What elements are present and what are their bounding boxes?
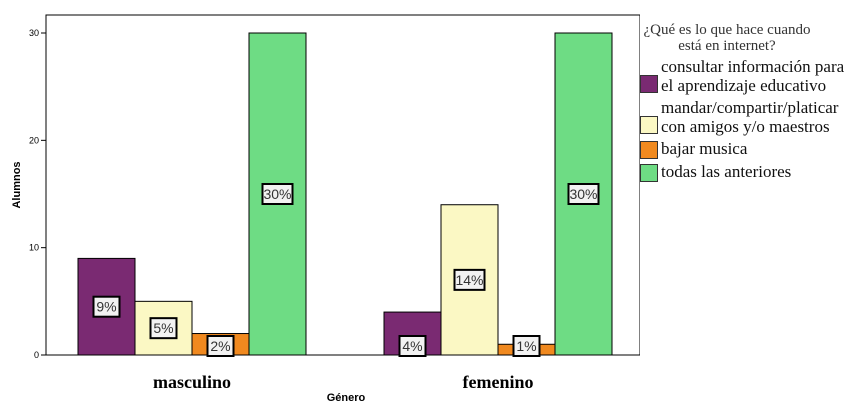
y-tick-label: 10 bbox=[29, 243, 39, 253]
data-label-box bbox=[567, 183, 600, 205]
chart-area: 0 10 20 30 9% 5% 2% 30% 4% 14% 1% 30% masculino fem… bbox=[11, 14, 640, 403]
y-axis-label: Alumnos bbox=[11, 161, 23, 208]
x-tick-label: masculino bbox=[153, 372, 231, 392]
data-label-box bbox=[206, 335, 235, 357]
legend-swatch bbox=[640, 116, 658, 134]
legend-label: consultar información para el aprendizaj… bbox=[661, 57, 845, 95]
data-label: 9% bbox=[96, 299, 116, 315]
legend: ¿Qué es lo que hace cuando está en inter… bbox=[640, 22, 845, 182]
data-label-box bbox=[149, 317, 178, 340]
x-axis-label: Género bbox=[327, 392, 366, 403]
x-axis: masculino femenino bbox=[153, 372, 534, 392]
legend-label: mandar/compartir/platicar con amigos y/o… bbox=[661, 98, 839, 136]
legend-item-mandar: mandar/compartir/platicar con amigos y/o… bbox=[640, 98, 845, 136]
legend-item-todas: todas las anteriores bbox=[640, 162, 845, 182]
legend-title: ¿Qué es lo que hace cuando está en inter… bbox=[643, 22, 811, 54]
data-labels: 9% 5% 2% 30% 4% 14% 1% 30% bbox=[92, 183, 600, 357]
data-label: 2% bbox=[210, 338, 230, 354]
data-label: 1% bbox=[516, 338, 536, 354]
y-axis: 0 10 20 30 bbox=[29, 28, 46, 360]
y-tick-label: 0 bbox=[34, 350, 39, 360]
data-label-box bbox=[398, 335, 427, 357]
data-label: 5% bbox=[153, 320, 173, 336]
data-label: 4% bbox=[402, 338, 422, 354]
plot-frame bbox=[45, 14, 640, 356]
data-label-box bbox=[453, 268, 486, 291]
legend-swatch bbox=[640, 75, 658, 93]
data-label: 30% bbox=[263, 186, 291, 202]
y-tick-label: 30 bbox=[29, 28, 39, 38]
data-label: 14% bbox=[455, 272, 483, 288]
legend-label: bajar musica bbox=[661, 139, 748, 158]
data-label: 30% bbox=[569, 186, 597, 202]
y-tick-label: 20 bbox=[29, 135, 39, 145]
data-label-box bbox=[261, 183, 294, 205]
legend-item-consultar: consultar información para el aprendizaj… bbox=[640, 57, 845, 95]
data-label-box bbox=[512, 335, 541, 357]
legend-item-bajar-musica: bajar musica bbox=[640, 139, 845, 159]
legend-label: todas las anteriores bbox=[661, 162, 792, 181]
legend-swatch bbox=[640, 141, 658, 159]
data-label-box bbox=[92, 295, 121, 318]
x-tick-label: femenino bbox=[463, 372, 534, 392]
legend-swatch bbox=[640, 164, 658, 182]
